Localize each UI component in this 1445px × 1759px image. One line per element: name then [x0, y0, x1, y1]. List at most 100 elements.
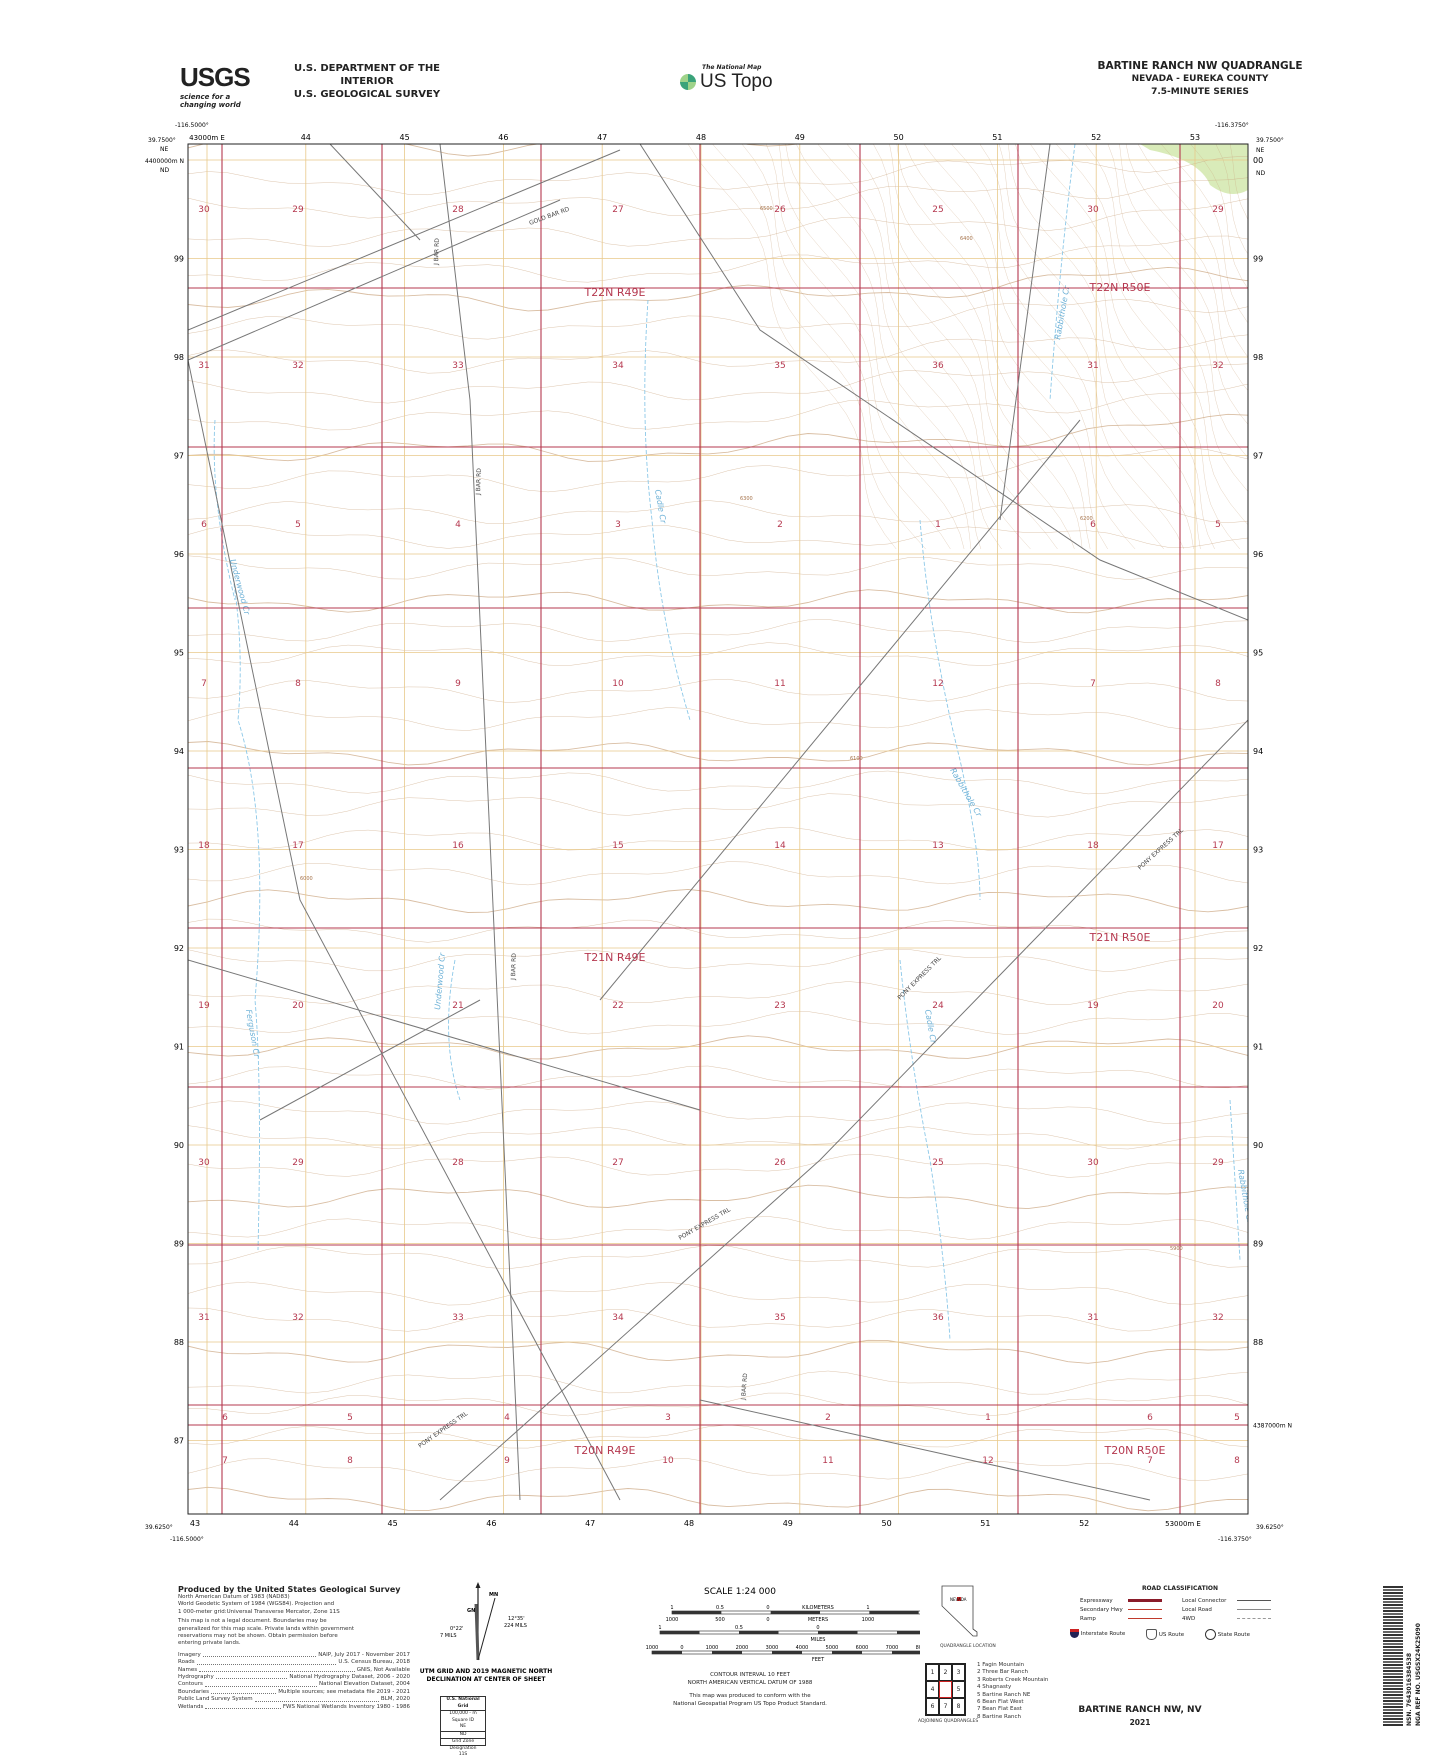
contour-line [188, 363, 1248, 404]
section-number: 32 [292, 361, 303, 371]
corner-sw-lat: 39.6250° [145, 1524, 173, 1531]
stream-name: Underwood Cr [433, 952, 447, 1010]
easting-label-top: 43000m E [189, 134, 225, 142]
contour-line [188, 334, 1248, 374]
section-number: 17 [292, 841, 303, 851]
northing-label-left: 97 [174, 452, 184, 461]
easting-label-top: 46 [498, 133, 508, 142]
svg-text:GN: GN [467, 1608, 475, 1614]
source-row: Roads U.S. Census Bureau, 2018 [178, 1659, 410, 1666]
contour-line [844, 144, 1248, 391]
scale-tick: 2000 [736, 1645, 749, 1651]
stream-name: Rabbithole Cr [1053, 284, 1071, 340]
map-neatline [187, 143, 1249, 1515]
contour-line [188, 177, 1248, 219]
contour-line [712, 144, 951, 550]
road-symbol [1128, 1609, 1162, 1610]
section-number: 33 [452, 1313, 463, 1323]
easting-label-top: 50 [894, 133, 904, 142]
grid-zone-nd-left: ND [160, 167, 169, 174]
svg-text:0°22': 0°22' [450, 1626, 463, 1632]
scale-tick: 0 [680, 1645, 683, 1651]
section-number: 13 [932, 841, 943, 851]
contour-line [730, 144, 982, 550]
section-number: 3 [665, 1413, 671, 1423]
easting-label-top: 49 [795, 133, 805, 142]
svg-text:MN: MN [489, 1592, 498, 1598]
corner-se-lon: -116.3750° [1218, 1536, 1252, 1543]
section-number: 5 [1215, 520, 1221, 530]
northing-label-right: 00 [1253, 156, 1263, 165]
section-number: 30 [198, 1158, 210, 1168]
contour-line [188, 1245, 1248, 1270]
easting-label-bottom: 43 [190, 1519, 200, 1528]
contour-line [188, 299, 1248, 340]
adjoining-cell: 4 [926, 1681, 939, 1698]
adjoining-cell: 7 [939, 1698, 952, 1715]
easting-label-top: 52 [1091, 133, 1101, 142]
source-row: Wetlands FWS National Wetlands Inventory … [178, 1703, 410, 1710]
contour-line [862, 144, 1248, 289]
scale-bar-fill [712, 1651, 742, 1654]
northing-label-left: 91 [174, 1043, 184, 1052]
easting-label-bottom: 51 [980, 1519, 990, 1528]
adjoining-quad: 2 Three Bar Ranch [977, 1669, 1028, 1676]
contour-line [742, 144, 1031, 550]
northing-label-left: 88 [174, 1338, 184, 1347]
road-name: PONY EXPRESS TRL [417, 1410, 470, 1450]
adjoining-label: ADJOINING QUADRANGLES [918, 1719, 979, 1724]
section-number: 10 [662, 1456, 674, 1466]
easting-label-bottom: 47 [585, 1519, 595, 1528]
section-number: 14 [774, 841, 786, 851]
section-number: 31 [1087, 1313, 1098, 1323]
northing-label-left: 99 [174, 255, 184, 264]
contour-line [188, 525, 1248, 549]
section-number: 2 [825, 1413, 831, 1423]
road-name: J BAR RD [433, 238, 441, 266]
road [188, 359, 621, 1501]
easting-label-bottom: 53000m E [1165, 1520, 1201, 1528]
northing-label-left: 96 [174, 550, 184, 559]
section-number: 11 [774, 679, 785, 689]
scale-tick: 0 [816, 1625, 819, 1631]
scale-bar-fill [772, 1651, 802, 1654]
us-topo-logo: The National Map US Topo [680, 64, 773, 93]
township-label: T22N R50E [1088, 281, 1150, 294]
easting-label-bottom: 44 [289, 1519, 299, 1528]
disclaimer: This map is not a legal document. Bounda… [178, 1618, 410, 1648]
grid-zone-ne-left: NE [160, 146, 168, 153]
section-number: 4 [455, 520, 461, 530]
scale-bar-fill [652, 1651, 682, 1654]
northing-label-left: 92 [174, 944, 184, 953]
contour-line [188, 1100, 1248, 1125]
scale-unit-label: MILES [811, 1637, 826, 1643]
section-number: 36 [932, 361, 944, 371]
road-name: J BAR RD [510, 953, 518, 981]
section-number: 5 [1234, 1413, 1240, 1423]
road-name: PONY EXPRESS TRL [896, 955, 943, 1002]
township-label: T22N R49E [583, 286, 645, 299]
section-number: 8 [1215, 679, 1221, 689]
contour-line [790, 144, 1185, 550]
section-number: 26 [774, 205, 786, 215]
section-number: 1 [985, 1413, 991, 1423]
contour-line [188, 413, 1248, 462]
stream-name: Cadle Cr [653, 489, 668, 525]
usgs-logo: USGS science for a changing world [180, 62, 251, 109]
contour-info: CONTOUR INTERVAL 10 FEET NORTH AMERICAN … [673, 1672, 827, 1707]
section-number: 24 [932, 1001, 944, 1011]
scale-bar-fill [770, 1611, 820, 1614]
contour-line [832, 144, 1248, 459]
contour-line [748, 144, 1058, 550]
contour-line [188, 793, 1248, 818]
adjoining-quad: 3 Roberts Creek Mountain [977, 1676, 1049, 1683]
road [439, 719, 1248, 1501]
contour-line [188, 826, 1248, 851]
northing-label-right: 4387000m N [1253, 1423, 1292, 1430]
contour-line [188, 555, 1248, 580]
stream-name: Rabbithole Cr [1236, 1169, 1254, 1225]
adjoining-cell [939, 1681, 952, 1698]
contour-line [856, 144, 1248, 324]
